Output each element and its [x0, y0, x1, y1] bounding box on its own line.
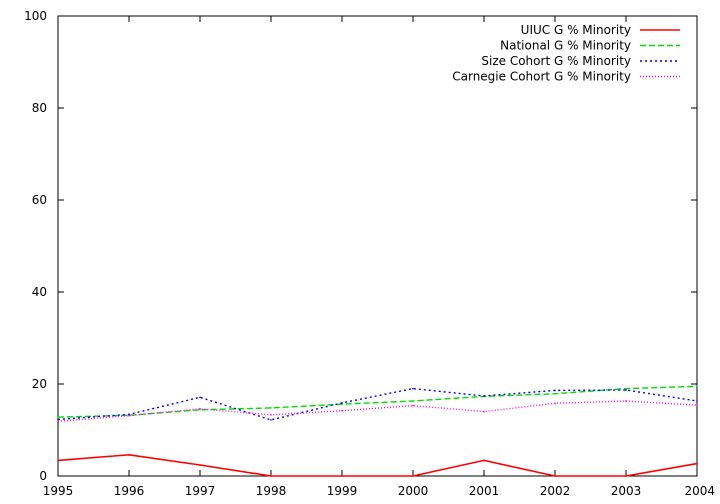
- data-point: [57, 416, 59, 418]
- data-point: [554, 402, 556, 405]
- y-tick-label: 40: [32, 285, 47, 299]
- data-point: [625, 475, 627, 477]
- legend-label: National G % Minority: [500, 39, 631, 53]
- data-point: [412, 387, 414, 390]
- data-point: [483, 410, 485, 413]
- data-point: [128, 414, 130, 417]
- data-point: [696, 404, 698, 406]
- data-point: [341, 402, 343, 404]
- data-point: [270, 475, 272, 477]
- series-0: [57, 453, 698, 477]
- series-line: [57, 385, 698, 418]
- data-point: [696, 400, 698, 402]
- data-point: [199, 408, 201, 410]
- data-point: [554, 389, 556, 392]
- data-point: [554, 475, 556, 477]
- data-point: [57, 420, 59, 423]
- data-point: [696, 385, 698, 388]
- x-tick-label: 2000: [398, 484, 429, 498]
- axes-layer: 1995 1996 1997 1998 1999 2000 2001 2002 2003 2004…: [24, 9, 715, 498]
- data-point: [696, 462, 698, 465]
- legend-label: Carnegie Cohort G % Minority: [452, 70, 631, 84]
- legend-label: UIUC G % Minority: [521, 23, 631, 37]
- series-2: [57, 387, 698, 421]
- data-point: [554, 392, 556, 395]
- y-tick-label: 0: [39, 469, 47, 483]
- data-point: [625, 387, 627, 390]
- x-tick-label: 2004: [684, 484, 715, 498]
- data-point: [128, 454, 130, 456]
- x-tick-label: 1997: [185, 484, 216, 498]
- data-point: [128, 413, 130, 416]
- y-tick-label: 20: [32, 377, 47, 391]
- y-tick-label: 100: [24, 9, 47, 23]
- data-point: [625, 400, 627, 402]
- series-3: [57, 400, 698, 423]
- data-point: [341, 475, 343, 477]
- x-tick-label: 2002: [540, 484, 571, 498]
- data-point: [270, 419, 272, 421]
- data-point: [341, 409, 343, 412]
- data-point: [412, 400, 414, 402]
- data-point: [270, 407, 272, 409]
- series-layer: [57, 385, 698, 477]
- data-point: [199, 396, 201, 399]
- data-point: [483, 459, 485, 462]
- x-tick-label: 1995: [43, 484, 74, 498]
- legend-label: Size Cohort G % Minority: [481, 54, 631, 68]
- x-tick-label: 1999: [327, 484, 358, 498]
- data-point: [199, 464, 201, 466]
- data-point: [625, 389, 627, 391]
- data-point: [57, 418, 59, 421]
- y-tick-label: 60: [32, 193, 47, 207]
- data-point: [57, 459, 59, 462]
- series-line: [57, 387, 698, 421]
- x-tick-label: 2001: [469, 484, 500, 498]
- data-point: [412, 475, 414, 477]
- data-point: [270, 414, 272, 416]
- y-tick-label: 80: [32, 101, 47, 115]
- legend: UIUC G % Minority National G % MinoritySi…: [452, 23, 680, 84]
- series-line: [57, 400, 698, 422]
- data-point: [483, 395, 485, 397]
- x-tick-label: 2003: [611, 484, 642, 498]
- data-point: [341, 403, 343, 406]
- plot-frame: [57, 15, 698, 477]
- data-point: [412, 404, 414, 407]
- x-tick-label: 1996: [114, 484, 145, 498]
- x-tick-label: 1998: [256, 484, 287, 498]
- series-line: [57, 453, 698, 477]
- series-1: [57, 385, 698, 418]
